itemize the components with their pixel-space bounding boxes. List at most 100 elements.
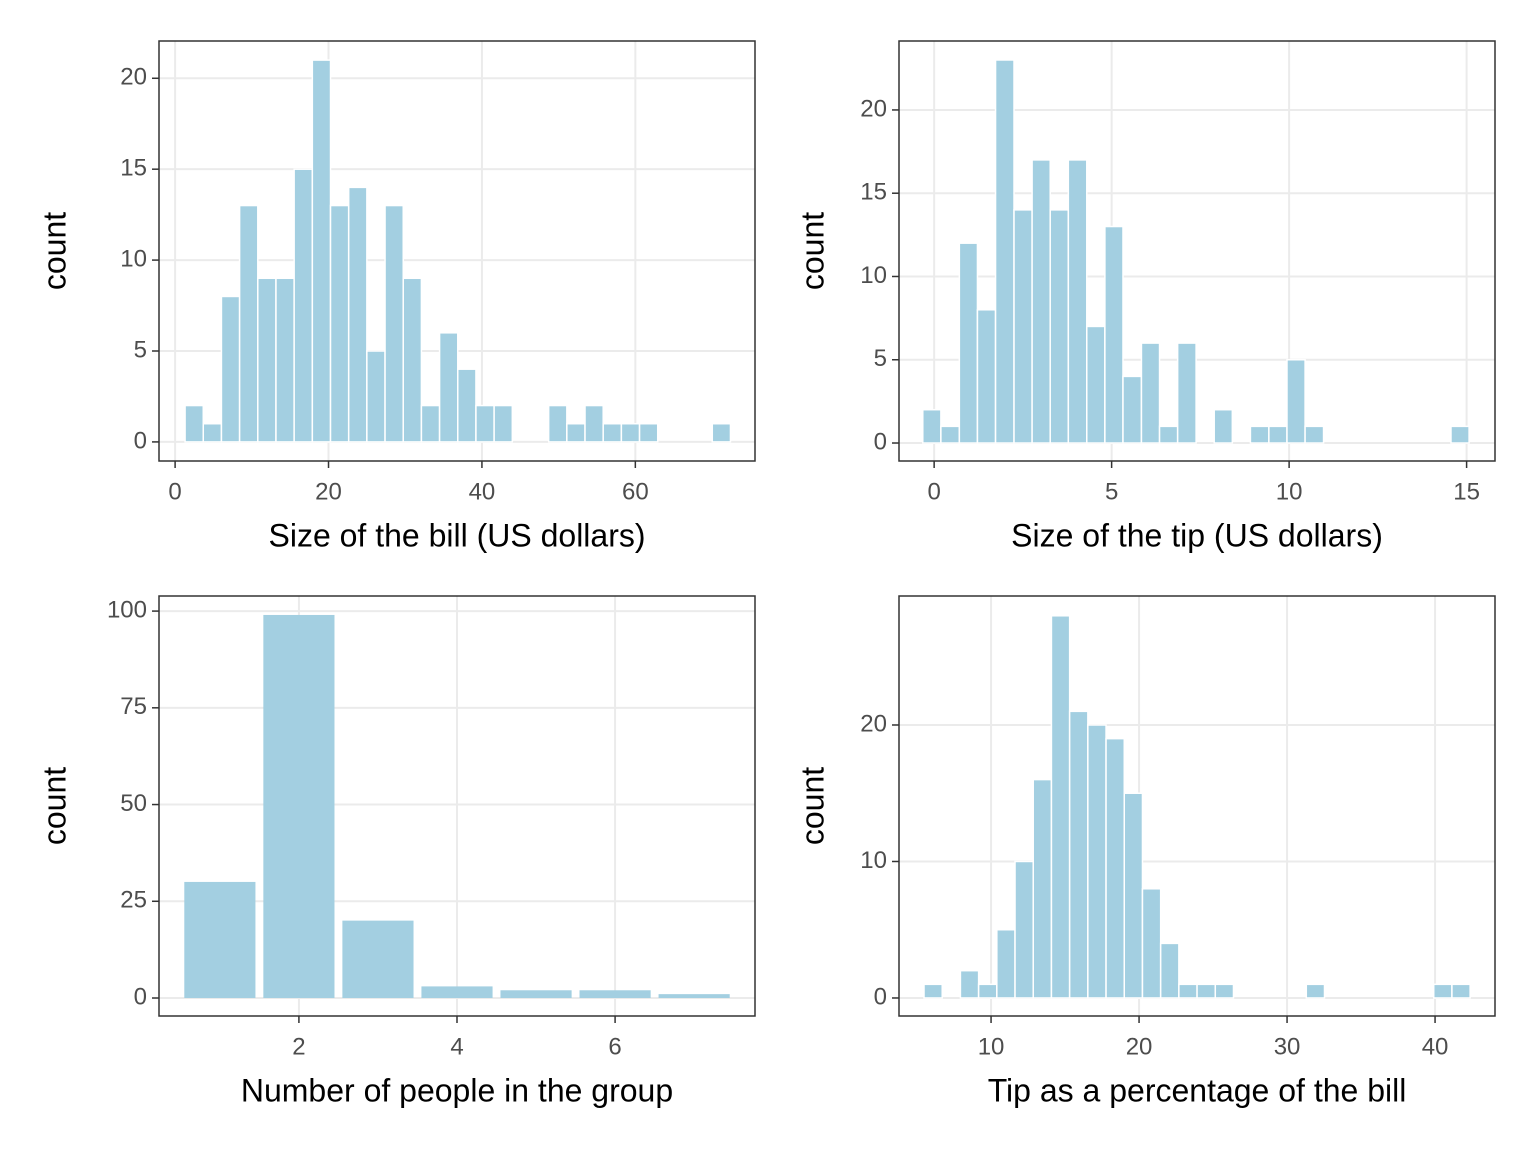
- x-tick-label: 0: [168, 478, 181, 505]
- y-axis-title: count: [794, 212, 830, 290]
- x-tick-label: 60: [622, 478, 649, 505]
- histogram-bar: [923, 983, 943, 999]
- bar: [342, 920, 414, 999]
- x-tick-label: 6: [608, 1033, 621, 1060]
- histogram-bar: [1087, 724, 1107, 999]
- histogram-bar: [1049, 209, 1070, 444]
- histogram-bar: [620, 422, 641, 443]
- histogram-bar: [1176, 342, 1197, 444]
- y-axis-title: count: [36, 767, 72, 845]
- histogram-bar: [1123, 792, 1144, 999]
- histogram-bar: [1140, 342, 1161, 444]
- histogram-bar: [366, 350, 386, 443]
- histogram-bar: [184, 404, 205, 443]
- histogram-bar: [602, 422, 623, 443]
- histogram-bar: [711, 422, 732, 443]
- histogram-bar: [566, 422, 586, 443]
- plot-border: [158, 40, 756, 462]
- histogram-bar: [438, 332, 459, 443]
- x-tick-label: 40: [1422, 1033, 1449, 1060]
- y-tick-label: 0: [134, 427, 147, 454]
- histogram-bar: [996, 928, 1016, 999]
- histogram-bar: [1286, 358, 1306, 444]
- histogram-bar: [1141, 888, 1162, 999]
- histogram-bar: [238, 204, 259, 443]
- bar: [184, 881, 256, 999]
- histogram-bar: [1451, 983, 1471, 999]
- histogram-bar: [475, 404, 495, 443]
- x-tick-label: 20: [1126, 1033, 1153, 1060]
- x-tick-label: 20: [315, 478, 342, 505]
- x-axis-title: Size of the tip (US dollars): [1011, 517, 1383, 553]
- y-tick-label: 0: [874, 983, 887, 1010]
- histogram-bar: [384, 204, 404, 443]
- histogram-bar: [420, 404, 441, 443]
- histogram-bar: [1032, 778, 1053, 999]
- histogram-bar: [976, 309, 997, 444]
- x-tick-label: 10: [978, 1033, 1005, 1060]
- histogram-bar: [202, 422, 223, 443]
- y-tick-label: 100: [107, 596, 147, 623]
- x-axis-title: Size of the bill (US dollars): [268, 517, 645, 553]
- histogram-bar: [1450, 425, 1470, 444]
- y-tick-label: 10: [860, 262, 887, 289]
- histogram-bar: [1105, 737, 1126, 999]
- y-tick-label: 5: [874, 345, 887, 372]
- histogram-bar: [1196, 983, 1217, 999]
- bar: [500, 990, 572, 999]
- y-axis-title: count: [794, 767, 830, 845]
- histogram-bar: [1159, 942, 1180, 999]
- histogram-bar: [959, 969, 980, 999]
- histogram-bar: [1104, 225, 1124, 444]
- histogram-bar: [1050, 615, 1071, 999]
- x-tick-label: 4: [450, 1033, 463, 1060]
- x-axis-title: Number of people in the group: [241, 1072, 673, 1108]
- x-tick-label: 5: [1105, 478, 1118, 505]
- x-axis-title: Tip as a percentage of the bill: [988, 1072, 1407, 1108]
- histogram-bar: [977, 983, 998, 999]
- y-tick-label: 20: [120, 64, 147, 91]
- histogram-bar: [1213, 408, 1234, 444]
- histogram-bar: [1158, 425, 1179, 444]
- plot-border: [158, 595, 756, 1017]
- y-tick-label: 15: [120, 155, 147, 182]
- histogram-bar: [584, 404, 604, 443]
- histogram-bar: [493, 404, 514, 443]
- histogram-bar: [547, 404, 568, 443]
- x-tick-label: 2: [292, 1033, 305, 1060]
- x-tick-label: 0: [927, 478, 940, 505]
- histogram-bar: [1031, 159, 1051, 444]
- bar: [263, 614, 335, 999]
- histogram-bar: [1013, 209, 1033, 444]
- plot-border: [898, 40, 1496, 462]
- y-tick-label: 10: [120, 245, 147, 272]
- x-tick-label: 10: [1276, 478, 1303, 505]
- histogram-bar: [1178, 983, 1198, 999]
- histogram-bar: [457, 368, 477, 443]
- y-tick-label: 0: [134, 983, 147, 1010]
- histogram-bar: [257, 277, 277, 443]
- y-tick-label: 75: [120, 693, 147, 720]
- histogram-bar: [1086, 325, 1106, 444]
- y-tick-label: 10: [860, 847, 887, 874]
- histogram-bar: [275, 277, 295, 443]
- histogram-bar: [402, 277, 423, 443]
- histogram-bar: [347, 186, 368, 443]
- plot-border: [898, 595, 1496, 1017]
- histogram-bar: [1122, 375, 1143, 444]
- y-tick-label: 5: [134, 336, 147, 363]
- y-tick-label: 20: [860, 710, 887, 737]
- bar: [579, 990, 651, 999]
- histogram-bar: [1305, 983, 1326, 999]
- histogram-bar: [311, 59, 332, 443]
- histogram-bar: [1067, 159, 1088, 444]
- bar: [421, 986, 493, 999]
- histogram-bar: [638, 422, 659, 443]
- y-tick-label: 0: [874, 428, 887, 455]
- histogram-bar: [1214, 983, 1235, 999]
- histogram-bar: [220, 295, 241, 443]
- histogram-bar: [1014, 860, 1034, 999]
